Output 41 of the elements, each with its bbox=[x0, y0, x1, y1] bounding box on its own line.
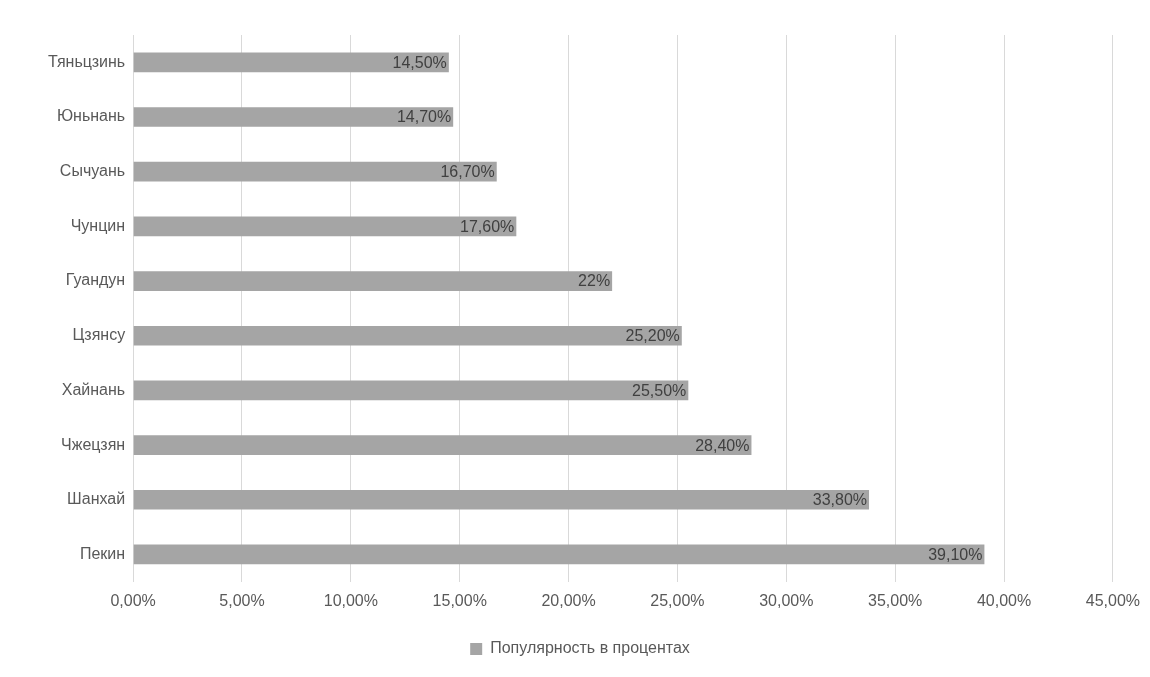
data-label: 25,50% bbox=[632, 381, 687, 399]
y-tick-label: Сычуань bbox=[59, 162, 126, 180]
bar bbox=[133, 325, 682, 346]
y-tick-label: Гуандун bbox=[65, 271, 126, 289]
y-tick-label: Юньнань bbox=[56, 107, 126, 125]
data-label: 14,70% bbox=[396, 108, 452, 126]
data-label: 39,10% bbox=[928, 545, 983, 563]
x-tick-label: 10,00% bbox=[323, 591, 378, 609]
bar bbox=[133, 435, 752, 455]
bar bbox=[133, 489, 870, 510]
data-label: 25,20% bbox=[625, 327, 680, 345]
data-label: 16,70% bbox=[440, 163, 495, 181]
x-tick-label: 30,00% bbox=[759, 591, 814, 609]
bar bbox=[133, 161, 497, 182]
x-tick-label: 5,00% bbox=[219, 591, 265, 609]
legend-label: Популярность в процентах bbox=[490, 639, 690, 657]
y-tick-label: Пекин bbox=[79, 544, 126, 562]
bar bbox=[133, 544, 985, 565]
y-tick-label: Тяньцзинь bbox=[48, 52, 126, 70]
bar bbox=[133, 52, 449, 73]
data-label: 17,60% bbox=[460, 217, 515, 235]
x-tick-label: 20,00% bbox=[541, 591, 596, 609]
y-tick-label: Чунцин bbox=[70, 216, 126, 234]
x-tick-label: 40,00% bbox=[976, 591, 1032, 609]
x-tick-label: 15,00% bbox=[432, 591, 487, 609]
data-label: 22% bbox=[578, 272, 611, 290]
data-label: 14,50% bbox=[392, 53, 447, 71]
y-tick-label: Цзянсу bbox=[72, 326, 126, 344]
x-tick-label: 35,00% bbox=[868, 591, 923, 609]
data-label: 28,40% bbox=[695, 436, 750, 454]
bar bbox=[133, 216, 517, 237]
x-tick-label: 25,00% bbox=[650, 591, 705, 609]
data-label: 33,80% bbox=[812, 491, 868, 509]
bar bbox=[133, 380, 689, 401]
bar bbox=[133, 271, 613, 291]
y-tick-label: Чжецзян bbox=[61, 435, 126, 453]
x-tick-label: 45,00% bbox=[1085, 591, 1140, 609]
bar bbox=[133, 107, 454, 127]
y-tick-label: Хайнань bbox=[61, 380, 126, 398]
y-tick-label: Шанхай bbox=[67, 490, 126, 508]
x-tick-label: 0,00% bbox=[110, 591, 156, 609]
